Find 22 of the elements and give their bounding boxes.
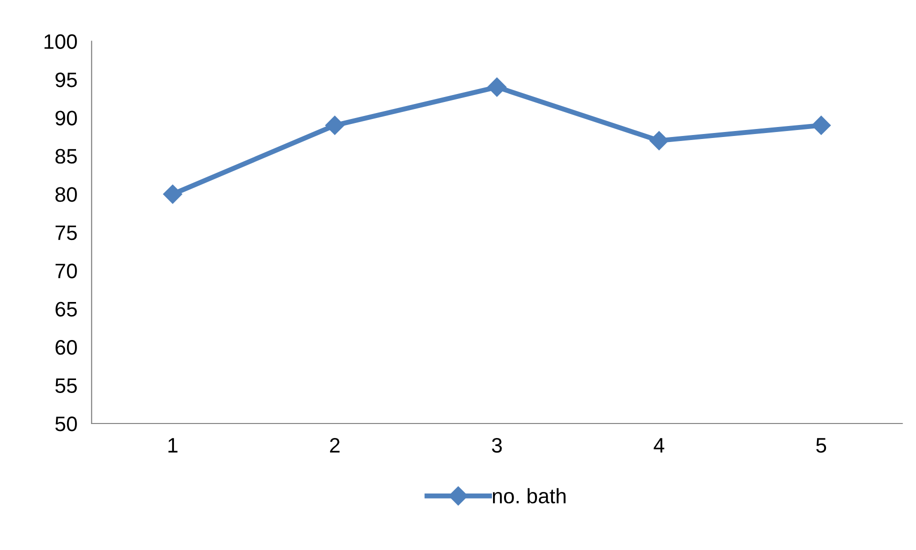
- y-tick-label: 100: [44, 34, 77, 50]
- x-tick-label: 4: [654, 438, 664, 452]
- x-tick-label: 2: [330, 438, 340, 452]
- y-tick-label: 75: [56, 226, 77, 240]
- legend-label: no. bath: [492, 488, 566, 504]
- y-tick-label: 95: [56, 72, 77, 88]
- point: [812, 116, 831, 135]
- point: [325, 116, 344, 135]
- y-tick-label: 90: [56, 110, 77, 126]
- y-tick-label: 65: [56, 302, 77, 317]
- y-tick-label: 50: [55, 416, 77, 432]
- x-tick-label: 5: [816, 438, 826, 453]
- point: [163, 184, 182, 204]
- point: [650, 131, 669, 150]
- x-tick-label: 1: [168, 438, 178, 452]
- y-tick-label: 55: [55, 378, 77, 394]
- y-tick-label: 60: [56, 340, 77, 355]
- point: [487, 78, 506, 97]
- y-tick-label: 85: [55, 148, 77, 164]
- y-tick-label: 70: [56, 264, 77, 278]
- y-tick-label: 80: [55, 187, 77, 202]
- x-tick-label: 3: [492, 438, 502, 453]
